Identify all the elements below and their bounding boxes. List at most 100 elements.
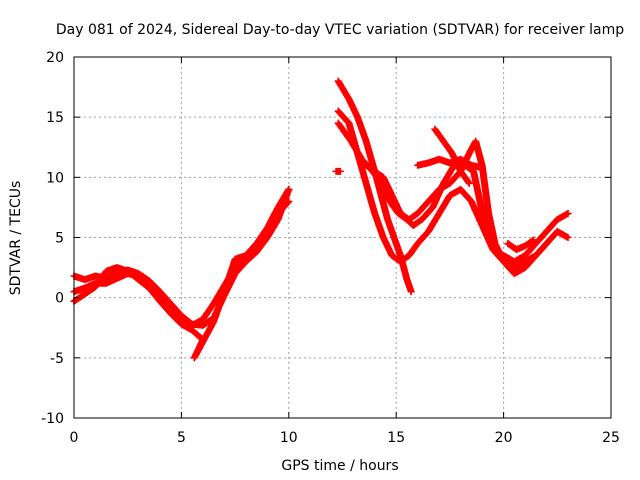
data-point	[437, 212, 441, 215]
data-point	[485, 230, 488, 233]
data-point	[364, 140, 368, 143]
x-tick-label: 0	[70, 430, 79, 446]
data-point	[388, 200, 391, 203]
data-point	[382, 176, 385, 179]
data-point	[437, 158, 441, 161]
data-point	[337, 109, 340, 113]
data-point	[244, 254, 248, 257]
data-point	[287, 188, 290, 191]
data-point	[347, 97, 351, 101]
data-point	[276, 206, 280, 209]
data-point	[373, 170, 376, 173]
data-point	[347, 121, 351, 125]
data-point	[513, 272, 516, 275]
data-point	[339, 170, 342, 173]
y-tick-label: 5	[55, 231, 64, 247]
series-track-j	[504, 236, 538, 254]
series-markers	[332, 167, 344, 175]
data-point	[201, 318, 205, 321]
y-tick-label: 10	[46, 170, 64, 186]
data-point	[523, 266, 527, 269]
data-point	[431, 206, 434, 209]
series-track-g	[362, 137, 551, 278]
data-point	[399, 260, 402, 263]
data-point	[83, 292, 86, 296]
data-point	[255, 242, 258, 245]
data-point	[545, 242, 548, 245]
data-point	[480, 166, 484, 169]
data-point	[94, 274, 97, 278]
data-point	[190, 328, 194, 332]
data-point	[94, 285, 97, 289]
data-point	[337, 121, 340, 125]
data-point	[493, 242, 497, 245]
data-point	[105, 269, 108, 273]
data-point	[474, 140, 477, 143]
data-point	[115, 272, 119, 275]
data-point	[137, 278, 140, 281]
data-series	[70, 77, 572, 362]
data-point	[427, 230, 430, 233]
y-axis-label: SDTVAR / TECUs	[8, 181, 24, 296]
data-point	[169, 302, 172, 305]
data-point	[126, 269, 129, 273]
x-tick-label: 5	[177, 430, 186, 446]
data-point	[437, 188, 441, 191]
data-point	[532, 238, 535, 242]
x-tick-label: 25	[602, 430, 620, 446]
y-tick-label: 0	[55, 291, 64, 307]
data-point	[193, 356, 196, 360]
y-tick-label: -5	[50, 351, 64, 367]
data-point	[513, 260, 516, 263]
data-point	[468, 182, 471, 185]
data-point	[180, 314, 183, 317]
data-point	[405, 278, 409, 281]
data-point	[566, 236, 570, 239]
data-point	[360, 158, 364, 161]
data-point	[534, 254, 538, 257]
data-point	[83, 278, 86, 281]
data-point	[115, 277, 119, 280]
x-tick-label: 15	[387, 430, 405, 446]
data-point	[266, 226, 269, 230]
data-point	[502, 260, 505, 263]
y-tick-label: 15	[46, 110, 64, 126]
data-point	[364, 164, 368, 167]
data-point	[399, 212, 402, 215]
data-point	[459, 188, 462, 191]
data-point	[390, 194, 394, 197]
data-point	[223, 290, 226, 293]
data-point	[433, 128, 437, 131]
data-point	[212, 302, 215, 305]
data-point	[487, 212, 490, 215]
data-point	[515, 248, 518, 251]
series-track-c	[70, 185, 293, 362]
data-point	[410, 290, 413, 293]
data-point	[478, 200, 482, 203]
data-point	[407, 218, 411, 221]
chart-title: Day 081 of 2024, Sidereal Day-to-day VTE…	[56, 22, 624, 38]
x-axis-label: GPS time / hours	[281, 458, 398, 474]
data-point	[427, 200, 430, 203]
series-track-k	[332, 167, 344, 175]
data-point	[364, 182, 368, 185]
data-point	[545, 230, 548, 233]
data-point	[379, 194, 383, 197]
data-point	[379, 182, 383, 185]
x-tick-label: 20	[495, 430, 513, 446]
data-point	[382, 236, 385, 239]
data-point	[534, 242, 538, 245]
data-point	[468, 152, 471, 155]
data-point	[472, 170, 475, 173]
data-point	[386, 218, 389, 221]
data-point	[412, 224, 415, 227]
data-point	[556, 230, 559, 233]
data-point	[255, 250, 258, 254]
data-point	[390, 254, 394, 257]
data-point	[523, 260, 527, 263]
data-point	[334, 170, 338, 173]
data-point	[506, 242, 510, 245]
data-point	[212, 320, 215, 323]
x-tick-label: 10	[280, 430, 298, 446]
